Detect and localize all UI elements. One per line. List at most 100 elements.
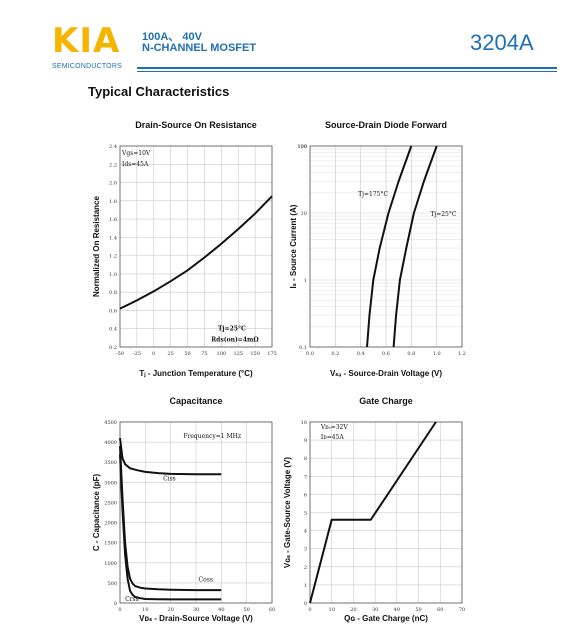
device-type: N-CHANNEL MOSFET	[142, 42, 257, 54]
gate-charge-y-tick-label: 6	[304, 492, 307, 498]
gate-charge-y-tick-label: 7	[304, 474, 307, 480]
gate-charge-x-tick-label: 70	[459, 607, 465, 613]
capacitance-annotation: Ciss	[163, 475, 176, 482]
gate-charge-x-tick-label: 50	[415, 607, 421, 613]
diode-forward-x-tick-label: 1.2	[458, 351, 466, 357]
on-resistance-annotation: Vgs=10V	[121, 150, 151, 157]
on-resistance-x-tick-label: -25	[133, 351, 141, 357]
gate-charge-y-tick-label: 10	[301, 420, 307, 426]
on-resistance-y-tick-label: 0.2	[109, 345, 117, 351]
capacitance-y-tick-label: 4500	[104, 420, 117, 426]
capacitance-y-tick-label: 3000	[104, 480, 117, 486]
gate-charge-y-tick-label: 8	[304, 456, 307, 462]
on-resistance-y-tick-label: 0.6	[109, 308, 117, 314]
gate-charge-x-tick-label: 10	[329, 607, 335, 613]
diode-forward-x-tick-label: 0.0	[306, 351, 314, 357]
gate-charge-x-tick-label: 60	[437, 607, 443, 613]
diode-forward-series-line-1	[366, 145, 413, 348]
capacitance-y-axis-label: C - Capacitance (pF)	[92, 473, 101, 551]
gate-charge-x-axis-label: Qɢ - Gate Charge (nC)	[344, 614, 428, 623]
diode-forward-y-tick-label: 1	[304, 278, 307, 284]
logo-subtext: SEMICONDUCTORS	[52, 63, 122, 70]
capacitance-annotation: Coss	[199, 577, 213, 584]
capacitance-series-line-1	[119, 437, 222, 476]
capacitance-x-tick-label: 40	[218, 607, 224, 613]
gate-charge-annotation: Iᴅ=45A	[321, 434, 345, 441]
capacitance-x-tick-label: 60	[269, 607, 275, 613]
on-resistance-y-tick-label: 1.6	[109, 217, 117, 223]
diode-forward-plot-frame	[309, 145, 463, 348]
on-resistance-x-tick-label: 125	[233, 351, 243, 357]
gate-charge-annotation: Vᴅₛ=32V	[320, 424, 349, 431]
on-resistance-y-tick-label: 1.8	[109, 199, 117, 205]
gate-charge-x-tick-label: 20	[350, 607, 356, 613]
capacitance-x-tick-label: 30	[193, 607, 199, 613]
capacitance-title: Capacitance	[169, 396, 222, 406]
capacitance-y-tick-label: 3500	[104, 460, 117, 466]
on-resistance-x-tick-label: 25	[167, 351, 173, 357]
on-resistance-y-tick-label: 0.4	[109, 327, 117, 333]
header-rule	[137, 67, 557, 69]
on-resistance-y-axis-label: Normalized On Resistance	[92, 195, 101, 296]
on-resistance-x-tick-label: 0	[152, 351, 155, 357]
on-resistance-x-tick-label: 50	[184, 351, 190, 357]
on-resistance-title: Drain-Source On Resistance	[135, 120, 257, 130]
diode-forward-series-line-2	[392, 145, 438, 348]
gate-charge-title: Gate Charge	[359, 396, 413, 406]
gate-charge-y-tick-label: 0	[304, 601, 307, 607]
gate-charge-plot-frame	[309, 421, 463, 604]
capacitance-x-tick-label: 50	[243, 607, 249, 613]
diode-forward-y-tick-label: 100	[297, 144, 307, 150]
capacitance-x-axis-label: Vᴅₛ - Drain-Source Voltage (V)	[139, 614, 253, 623]
diode-forward-y-axis-label: Iₛ - Source Current (A)	[289, 204, 298, 288]
capacitance-y-tick-label: 4000	[104, 440, 117, 446]
gate-charge-x-tick-label: 0	[308, 607, 311, 613]
gate-charge-y-tick-label: 5	[304, 511, 307, 517]
gate-charge-y-tick-label: 2	[304, 565, 307, 571]
diode-forward-x-tick-label: 0.2	[331, 351, 339, 357]
capacitance-plot-frame	[119, 421, 273, 604]
diode-forward-y-tick-label: 10	[301, 211, 307, 217]
diode-forward-y-tick-label: 100	[297, 144, 307, 150]
on-resistance-x-tick-label: 100	[217, 351, 227, 357]
capacitance-x-tick-label: 0	[118, 607, 121, 613]
capacitance-y-tick-label: 0	[114, 601, 117, 607]
capacitance-annotation: Crss	[125, 596, 139, 603]
on-resistance-y-tick-label: 2.0	[109, 181, 117, 187]
gate-charge-y-axis-label: Vɢₛ - Gate-Source Voltage (V)	[283, 457, 292, 568]
capacitance-y-tick-label: 1500	[104, 541, 117, 547]
diode-forward-x-tick-label: 0.8	[407, 351, 415, 357]
header-rule-thin	[137, 71, 557, 72]
diode-forward-annotation: Tj=175°C	[358, 191, 388, 198]
on-resistance-plot-frame	[119, 145, 273, 348]
part-number: 3204A	[470, 30, 534, 55]
on-resistance-series-line-1	[119, 195, 273, 310]
gate-charge-y-tick-label: 4	[304, 529, 307, 535]
on-resistance-x-axis-label: Tⱼ - Junction Temperature (°C)	[139, 369, 253, 378]
on-resistance-y-tick-label: 1.2	[109, 254, 117, 260]
diode-forward-x-tick-label: 0.4	[357, 351, 365, 357]
gate-charge-series-line-1	[309, 421, 437, 604]
on-resistance-x-tick-label: 75	[201, 351, 207, 357]
kia-logo: KIA	[52, 21, 121, 61]
capacitance-annotation: Frequency=1 MHz	[183, 433, 241, 440]
diode-forward-title: Source-Drain Diode Forward	[325, 120, 447, 130]
spec-rating: 100A、 40V	[142, 31, 202, 43]
diode-forward-annotation: Tj=25°C	[430, 211, 457, 218]
on-resistance-x-tick-label: -50	[116, 351, 124, 357]
capacitance-series-line-3	[119, 454, 222, 601]
capacitance-y-tick-label: 500	[107, 581, 117, 587]
gate-charge-y-tick-label: 3	[304, 547, 307, 553]
gate-charge-y-tick-label: 9	[304, 438, 307, 444]
on-resistance-y-tick-label: 2.2	[109, 162, 117, 168]
gate-charge-y-tick-label: 1	[304, 583, 307, 589]
diode-forward-y-tick-label: 0.1	[299, 345, 307, 351]
on-resistance-y-tick-label: 1.4	[109, 235, 117, 241]
on-resistance-annotation: Tj=25°C	[218, 326, 246, 333]
diode-forward-x-tick-label: 1.0	[433, 351, 441, 357]
diode-forward-x-axis-label: Vₛₔ - Source-Drain Voltage (V)	[330, 369, 442, 378]
on-resistance-y-tick-label: 0.8	[109, 290, 117, 296]
capacitance-x-tick-label: 20	[167, 607, 173, 613]
on-resistance-annotation: Rds(on)=4mΩ	[211, 337, 259, 344]
